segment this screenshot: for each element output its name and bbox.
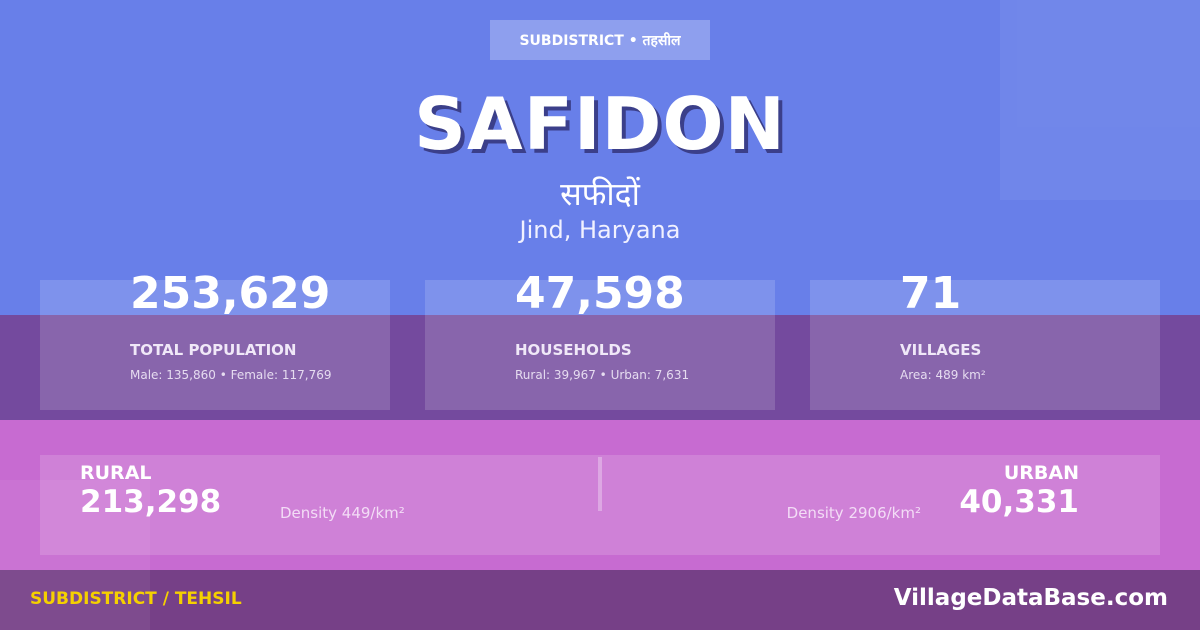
stat-value: 47,598 bbox=[515, 268, 685, 319]
stat-label: HOUSEHOLDS bbox=[515, 341, 632, 359]
rural-label: RURAL bbox=[80, 462, 152, 484]
footer-band bbox=[0, 570, 1200, 630]
stat-card-villages: 71 VILLAGES Area: 489 km² bbox=[810, 268, 1160, 410]
stat-value: 71 bbox=[900, 268, 962, 319]
urban-label: URBAN bbox=[1003, 462, 1079, 484]
stat-detail: Male: 135,860 • Female: 117,769 bbox=[130, 368, 332, 382]
stat-label: TOTAL POPULATION bbox=[130, 341, 297, 359]
page-title: SAFIDON bbox=[414, 82, 786, 166]
divider bbox=[598, 457, 602, 511]
stat-detail: Area: 489 km² bbox=[900, 368, 986, 382]
stat-card-households: 47,598 HOUSEHOLDS Rural: 39,967 • Urban:… bbox=[425, 268, 775, 410]
rural-density: Density 449/km² bbox=[280, 504, 405, 522]
rural-urban-panel bbox=[40, 455, 1160, 555]
title-hindi: सफीदों bbox=[560, 175, 640, 213]
rural-value: 213,298 bbox=[80, 484, 222, 520]
stat-label: VILLAGES bbox=[900, 341, 982, 359]
rural-urban-band bbox=[0, 420, 1200, 570]
footer-category: SUBDISTRICT / TEHSIL bbox=[30, 589, 242, 609]
stats-band bbox=[0, 315, 1200, 420]
decorative-square bbox=[0, 480, 150, 630]
location: Jind, Haryana bbox=[519, 216, 681, 244]
stat-detail: Rural: 39,967 • Urban: 7,631 bbox=[515, 368, 690, 382]
stat-card-population: 253,629 TOTAL POPULATION Male: 135,860 •… bbox=[40, 268, 390, 410]
site-link[interactable]: VillageDataBase.com bbox=[893, 585, 1168, 611]
stat-value: 253,629 bbox=[130, 268, 331, 319]
decorative-square bbox=[1000, 0, 1200, 200]
header-band bbox=[0, 0, 1200, 315]
urban-density: Density 2906/km² bbox=[786, 504, 921, 522]
urban-value: 40,331 bbox=[959, 484, 1079, 520]
type-badge: SUBDISTRICT • तहसील bbox=[490, 20, 710, 60]
